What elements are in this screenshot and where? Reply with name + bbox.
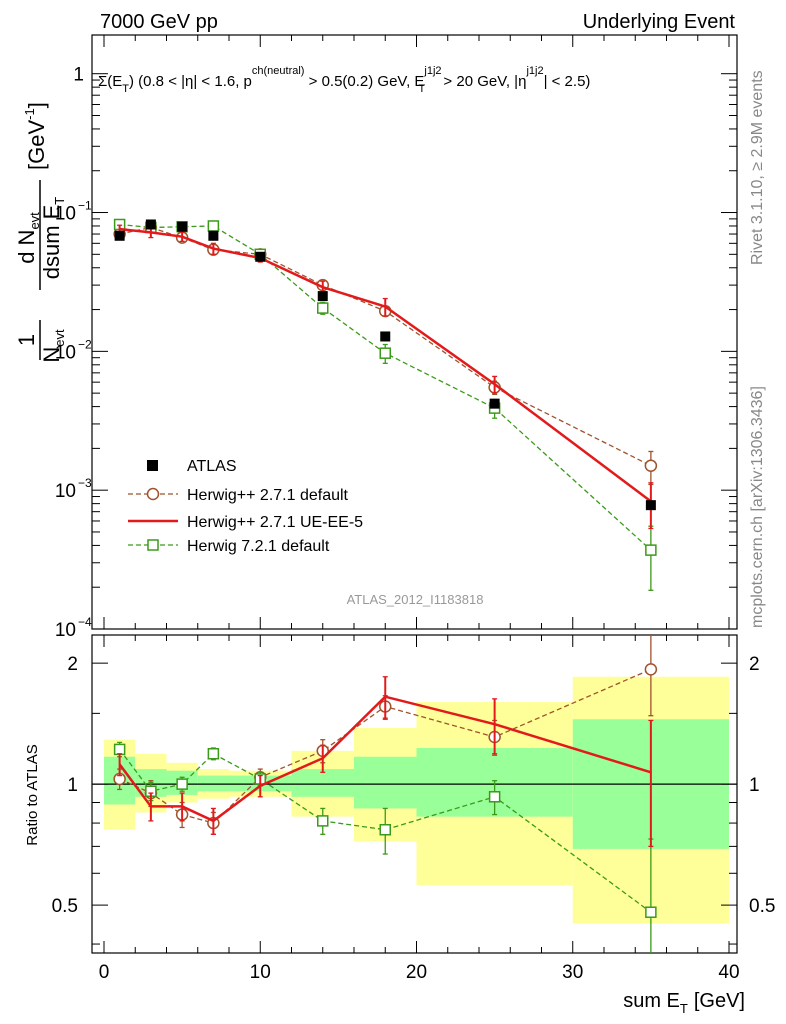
y-ratio-tick-label: 1 xyxy=(67,775,78,796)
point-atlas xyxy=(645,500,656,511)
point-herwig-2-7-1-default xyxy=(644,663,658,676)
point-herwig-7-2-1-default xyxy=(645,544,657,556)
analysis-label: ATLAS_2012_I1183818 xyxy=(347,592,484,607)
point-herwig-7-2-1-default xyxy=(317,815,329,827)
legend-item-herwigpp-default: Herwig++ 2.7.1 default xyxy=(128,487,349,504)
y-top-tick-label: 10 xyxy=(55,342,76,363)
point-herwig-7-2-1-default xyxy=(113,743,126,756)
legend-label-herwigpp-ueee5: Herwig++ 2.7.1 UE-EE-5 xyxy=(187,514,363,531)
ratio-plot-area xyxy=(113,635,658,953)
series-line-herwig-7-2-1-default xyxy=(119,749,652,913)
side-rivet-label: Rivet 3.1.10, ≥ 2.9M events xyxy=(749,70,766,265)
cut-label: Σ(ET) (0.8 < |η| < 1.6, pch(neutral) > 0… xyxy=(98,65,590,95)
legend-item-atlas: ATLAS xyxy=(147,458,237,475)
y-top-tick-exponent: −1 xyxy=(78,199,92,213)
point-herwig-7-2-1-default xyxy=(645,906,657,918)
y-top-tick-label: 10 xyxy=(55,481,76,502)
y-top-tick-exponent: −4 xyxy=(78,615,92,629)
point-herwig-7-2-1-default xyxy=(488,791,501,803)
x-axis-title: sum ET [GeV] xyxy=(623,990,745,1016)
ratio-panel-frame xyxy=(91,634,738,954)
point-atlas xyxy=(145,219,156,230)
y-axis-title-top: 1 Nevt d Nevt dsum ET [GeV-1] xyxy=(14,102,67,362)
svg-text:d Nevt: d Nevt xyxy=(14,212,42,264)
y-top-tick-exponent: −3 xyxy=(78,476,92,490)
y-ratio-tick-label-right: 1 xyxy=(749,775,760,796)
point-herwig-7-2-1-default xyxy=(317,302,329,314)
svg-text:dsum ET: dsum ET xyxy=(39,197,67,280)
point-atlas xyxy=(177,221,188,232)
point-atlas xyxy=(380,331,391,342)
point-atlas xyxy=(114,230,125,241)
point-herwig-7-2-1-default xyxy=(207,220,220,232)
top-plot-area xyxy=(113,218,658,591)
legend-label-atlas: ATLAS xyxy=(187,458,237,475)
svg-text:[GeV-1]: [GeV-1] xyxy=(22,102,49,170)
y-ratio-ticks: 0.5 0.5 1 1 2 2 xyxy=(52,654,775,945)
point-herwig-2-7-1-default xyxy=(644,459,658,472)
legend-item-herwigpp-ueee5: Herwig++ 2.7.1 UE-EE-5 xyxy=(128,514,363,531)
legend-marker-herwig7 xyxy=(147,539,159,551)
svg-text:1: 1 xyxy=(14,334,39,346)
y-top-tick-label: 10 xyxy=(55,204,76,225)
y-ratio-tick-label-right: 0.5 xyxy=(749,896,775,917)
point-herwig-7-2-1-default xyxy=(176,778,188,790)
legend-marker-atlas xyxy=(147,460,158,471)
x-tick-label: 10 xyxy=(250,962,271,983)
y-top-tick-exponent: −2 xyxy=(78,337,92,351)
ratio-band-inner xyxy=(197,775,229,792)
y-top-tick-label: 10 xyxy=(55,620,76,641)
x-ticks: 0 10 20 30 40 xyxy=(99,35,740,983)
point-atlas xyxy=(489,398,500,409)
legend-item-herwig7: Herwig 7.2.1 default xyxy=(128,538,330,555)
point-atlas xyxy=(255,251,266,262)
svg-text:Nevt: Nevt xyxy=(39,329,67,363)
legend-label-herwig7: Herwig 7.2.1 default xyxy=(187,538,330,555)
x-tick-label: 20 xyxy=(406,962,427,983)
x-tick-label: 40 xyxy=(718,962,739,983)
point-herwig-7-2-1-default xyxy=(379,823,391,836)
point-atlas xyxy=(208,230,219,241)
x-tick-label: 0 xyxy=(99,962,110,983)
y-axis-title-ratio: Ratio to ATLAS xyxy=(24,744,41,845)
ratio-bands xyxy=(104,676,729,924)
y-ratio-tick-label: 2 xyxy=(67,654,78,675)
top-panel-frame xyxy=(91,34,738,630)
ratio-band-inner xyxy=(291,769,354,797)
legend-marker-herwigpp-default xyxy=(146,487,160,501)
header-left: 7000 GeV pp xyxy=(100,11,218,33)
point-herwig-7-2-1-default xyxy=(207,748,220,760)
y-top-ticks: 110−110−210−310−4 xyxy=(55,65,737,641)
ratio-band-inner xyxy=(354,756,417,809)
legend-label-herwigpp-default: Herwig++ 2.7.1 default xyxy=(187,487,349,504)
point-atlas xyxy=(317,291,328,302)
legend: ATLAS Herwig++ 2.7.1 default Herwig++ 2.… xyxy=(128,458,363,555)
x-tick-label: 30 xyxy=(562,962,583,983)
point-herwig-7-2-1-default xyxy=(379,347,391,359)
y-top-tick-label: 1 xyxy=(73,65,84,86)
y-ratio-tick-label: 0.5 xyxy=(52,896,78,917)
header-right: Underlying Event xyxy=(583,11,736,33)
y-ratio-tick-label-right: 2 xyxy=(749,654,760,675)
side-mcplots-label: mcplots.cern.ch [arXiv:1306.3436] xyxy=(749,386,766,628)
